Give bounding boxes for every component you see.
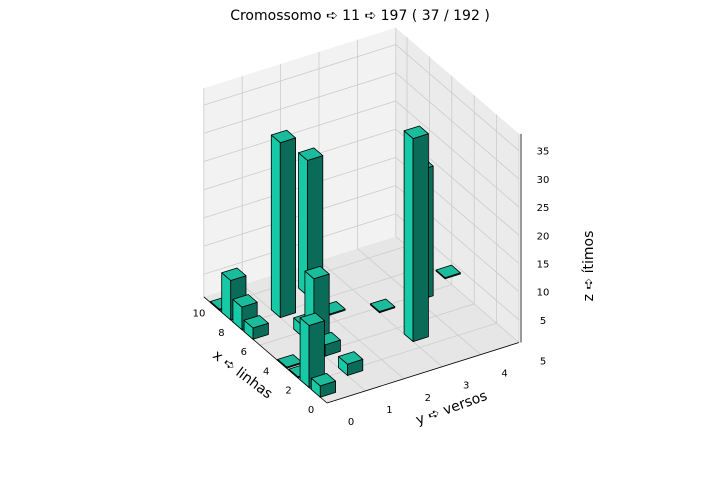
- bar: [435, 264, 461, 280]
- bar: [299, 312, 325, 389]
- pane-back-y: [395, 27, 519, 343]
- bar: [298, 147, 324, 297]
- bar: [403, 125, 429, 343]
- grid-line-z: [203, 44, 520, 152]
- bar-face-top: [310, 372, 337, 387]
- bar-face-side: [412, 133, 429, 343]
- grid-line-z: [203, 213, 520, 321]
- grid-line-z: [203, 128, 520, 236]
- z-axis-label: z ➪ ítimos: [581, 231, 597, 302]
- bar-face-top: [338, 351, 364, 365]
- x-tick-label: 4: [263, 366, 269, 377]
- bar: [310, 372, 337, 398]
- grid-line-z: [203, 72, 520, 180]
- bar-face-top: [243, 315, 269, 329]
- bar-face-top: [221, 267, 247, 281]
- bar-face-top: [298, 147, 324, 161]
- y-tick-label: 1: [386, 405, 392, 416]
- bar-face-top: [270, 129, 297, 144]
- bar-face-top: [435, 264, 461, 279]
- z-tick-label: 15: [537, 260, 550, 271]
- x-tick-label: 2: [285, 386, 291, 397]
- y-tick-label: 0: [348, 417, 354, 428]
- grid-line-y: [395, 27, 520, 343]
- bars-group: [210, 125, 461, 398]
- x-tick-label: 10: [193, 309, 206, 320]
- bar-face-front: [299, 317, 310, 389]
- grid-line-z: [203, 185, 520, 293]
- bar: [243, 315, 269, 340]
- x-tick-label: 8: [218, 328, 224, 339]
- bar-face-side: [279, 137, 297, 319]
- y-tick-label: 2: [425, 393, 431, 404]
- x-tick-label: 0: [308, 405, 314, 416]
- bar-face-top: [403, 125, 429, 140]
- grid-line-y: [356, 39, 481, 355]
- bar-face-front: [403, 130, 414, 343]
- z-tick-label: 10: [537, 288, 550, 299]
- z-tick-label: 30: [537, 175, 550, 186]
- tick-labels: 0 2 4 6 8 10 0 1 2 3 4 5 5 10 15 20 25 30 35: [193, 147, 550, 428]
- chart-title: Cromossomo ➪ 11 ➪ 197 ( 37 / 192 ): [230, 8, 490, 24]
- bar-face-top: [370, 298, 396, 312]
- bar-face-top: [232, 294, 258, 308]
- y-tick-label: 5: [540, 357, 546, 368]
- bar: [370, 298, 396, 314]
- z-tick-label: 25: [537, 203, 550, 214]
- z-tick-label: 5: [540, 316, 546, 327]
- y-axis-line: [326, 342, 520, 404]
- bar-face-front: [270, 134, 281, 319]
- bar: [270, 129, 297, 319]
- bar: [338, 351, 364, 376]
- bar-face-top: [299, 312, 325, 326]
- bar-face-front: [221, 272, 232, 321]
- bar-face-top: [277, 354, 303, 368]
- grid-line-z: [203, 100, 520, 208]
- z-tick-label: 35: [537, 147, 550, 158]
- y-tick-label: 4: [501, 369, 507, 380]
- x-tick-label: 6: [241, 347, 247, 358]
- grid-line-z: [203, 156, 520, 264]
- z-tick-label: 20: [537, 231, 550, 242]
- bar-face-top: [304, 265, 330, 280]
- y-tick-label: 3: [463, 381, 469, 392]
